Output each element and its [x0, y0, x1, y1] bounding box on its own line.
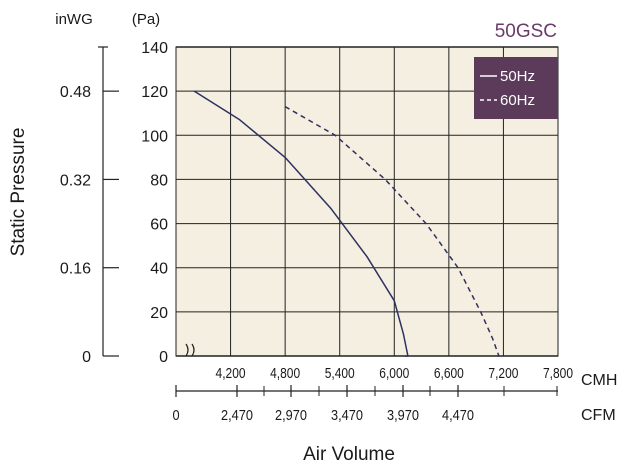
cfm-unit-label: CFM: [581, 407, 616, 424]
cfm-tick-label: 2,970: [275, 406, 307, 423]
inwg-axis: 0 0.16 0.32 0.48: [60, 46, 119, 366]
cmh-tick-label: 6,000: [379, 365, 409, 382]
pa-tick-label: 60: [150, 217, 168, 234]
inwg-tick-label: 0.48: [60, 84, 91, 101]
y-axis-title: Static Pressure: [8, 128, 29, 257]
axis-break-icon: [185, 343, 195, 357]
series-line-50hz: [193, 90, 409, 357]
cmh-tick-label: 7,200: [488, 365, 518, 382]
cmh-tick-label: 4,800: [270, 365, 300, 382]
cmh-tick-label: 5,400: [325, 365, 355, 382]
pa-tick-label: 120: [141, 84, 168, 101]
cfm-tick-label: 4,470: [442, 406, 474, 423]
pa-tick-label: 0: [159, 349, 168, 366]
legend-label-60hz: 60Hz: [500, 92, 535, 109]
inwg-tick-label: 0.32: [60, 172, 91, 189]
pa-tick-label: 100: [141, 128, 168, 145]
pa-tick-label: 80: [150, 172, 168, 189]
cfm-tick-label: 0: [172, 406, 179, 423]
pa-unit-label: (Pa): [132, 11, 160, 28]
chart-title: 50GSC: [495, 21, 557, 42]
cmh-tick-label: 7,800: [543, 365, 573, 382]
cmh-tick-label: 4,200: [216, 365, 246, 382]
legend: 50Hz 60Hz: [474, 57, 558, 119]
series-layer: [193, 90, 500, 357]
cfm-axis: 0 2,470 2,970 3,470 3,970 4,470: [172, 385, 558, 423]
inwg-tick-label: 0.16: [60, 261, 91, 278]
pa-tick-label: 140: [141, 40, 168, 57]
inwg-tick-label: 0: [82, 349, 91, 366]
pa-axis: 0 20 40 60 80 100 120 140: [141, 40, 168, 366]
inwg-unit-label: inWG: [55, 11, 93, 28]
pa-tick-label: 40: [150, 261, 168, 278]
axis-break-stroke: [185, 343, 189, 357]
cfm-tick-label: 3,970: [387, 406, 419, 423]
legend-label-50hz: 50Hz: [500, 68, 535, 85]
axis-break-stroke: [191, 343, 195, 357]
pa-tick-label: 20: [150, 305, 168, 322]
cmh-unit-label: CMH: [581, 372, 617, 389]
cmh-tick-label: 6,600: [434, 365, 464, 382]
cfm-tick-label: 2,470: [221, 406, 253, 423]
cfm-tick-label: 3,470: [331, 406, 363, 423]
cmh-axis: 4,200 4,800 5,400 6,000 6,600 7,200 7,800: [216, 365, 574, 382]
x-axis-title: Air Volume: [303, 444, 395, 465]
legend-box: [474, 57, 558, 119]
